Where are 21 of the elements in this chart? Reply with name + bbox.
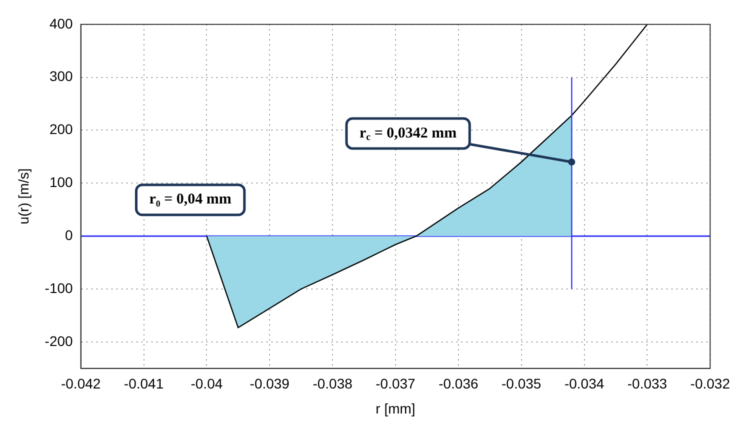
x-tick-label: -0.039: [250, 376, 290, 392]
x-tick-label: -0.036: [438, 376, 478, 392]
y-tick-label: -100: [44, 280, 74, 296]
x-tick-label: -0.033: [627, 376, 668, 392]
x-tick-label: -0.032: [690, 376, 730, 392]
y-tick-label: 400: [49, 15, 74, 32]
x-tick-label: -0.042: [60, 376, 101, 392]
x-tick-label: -0.041: [124, 376, 164, 392]
x-tick-label: -0.037: [376, 376, 416, 392]
y-tick-label: -200: [44, 332, 74, 349]
y-tick-label: 200: [49, 121, 74, 138]
y-tick-label: 100: [49, 174, 74, 190]
y-tick-label: 0: [65, 226, 74, 243]
x-tick-label: -0.04: [190, 376, 223, 392]
x-axis-title: r [mm]: [376, 400, 416, 416]
x-tick-label: -0.035: [502, 376, 542, 392]
y-tick-label: 300: [49, 68, 74, 84]
y-axis-title: u(r) [m/s]: [15, 168, 32, 224]
x-tick-label: -0.038: [312, 376, 353, 392]
annotation: r₀ = 0,04 mm: [149, 192, 232, 208]
x-tick-label: -0.034: [564, 376, 604, 392]
